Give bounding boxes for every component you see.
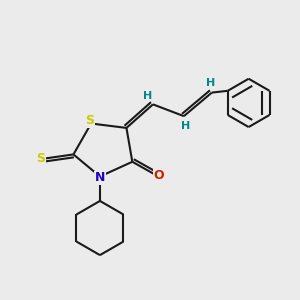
Text: S: S	[37, 152, 46, 165]
Text: H: H	[181, 121, 190, 130]
Text: O: O	[154, 169, 164, 182]
Text: N: N	[95, 172, 105, 184]
Text: S: S	[85, 114, 94, 127]
Text: H: H	[206, 78, 215, 88]
Text: H: H	[143, 91, 152, 101]
